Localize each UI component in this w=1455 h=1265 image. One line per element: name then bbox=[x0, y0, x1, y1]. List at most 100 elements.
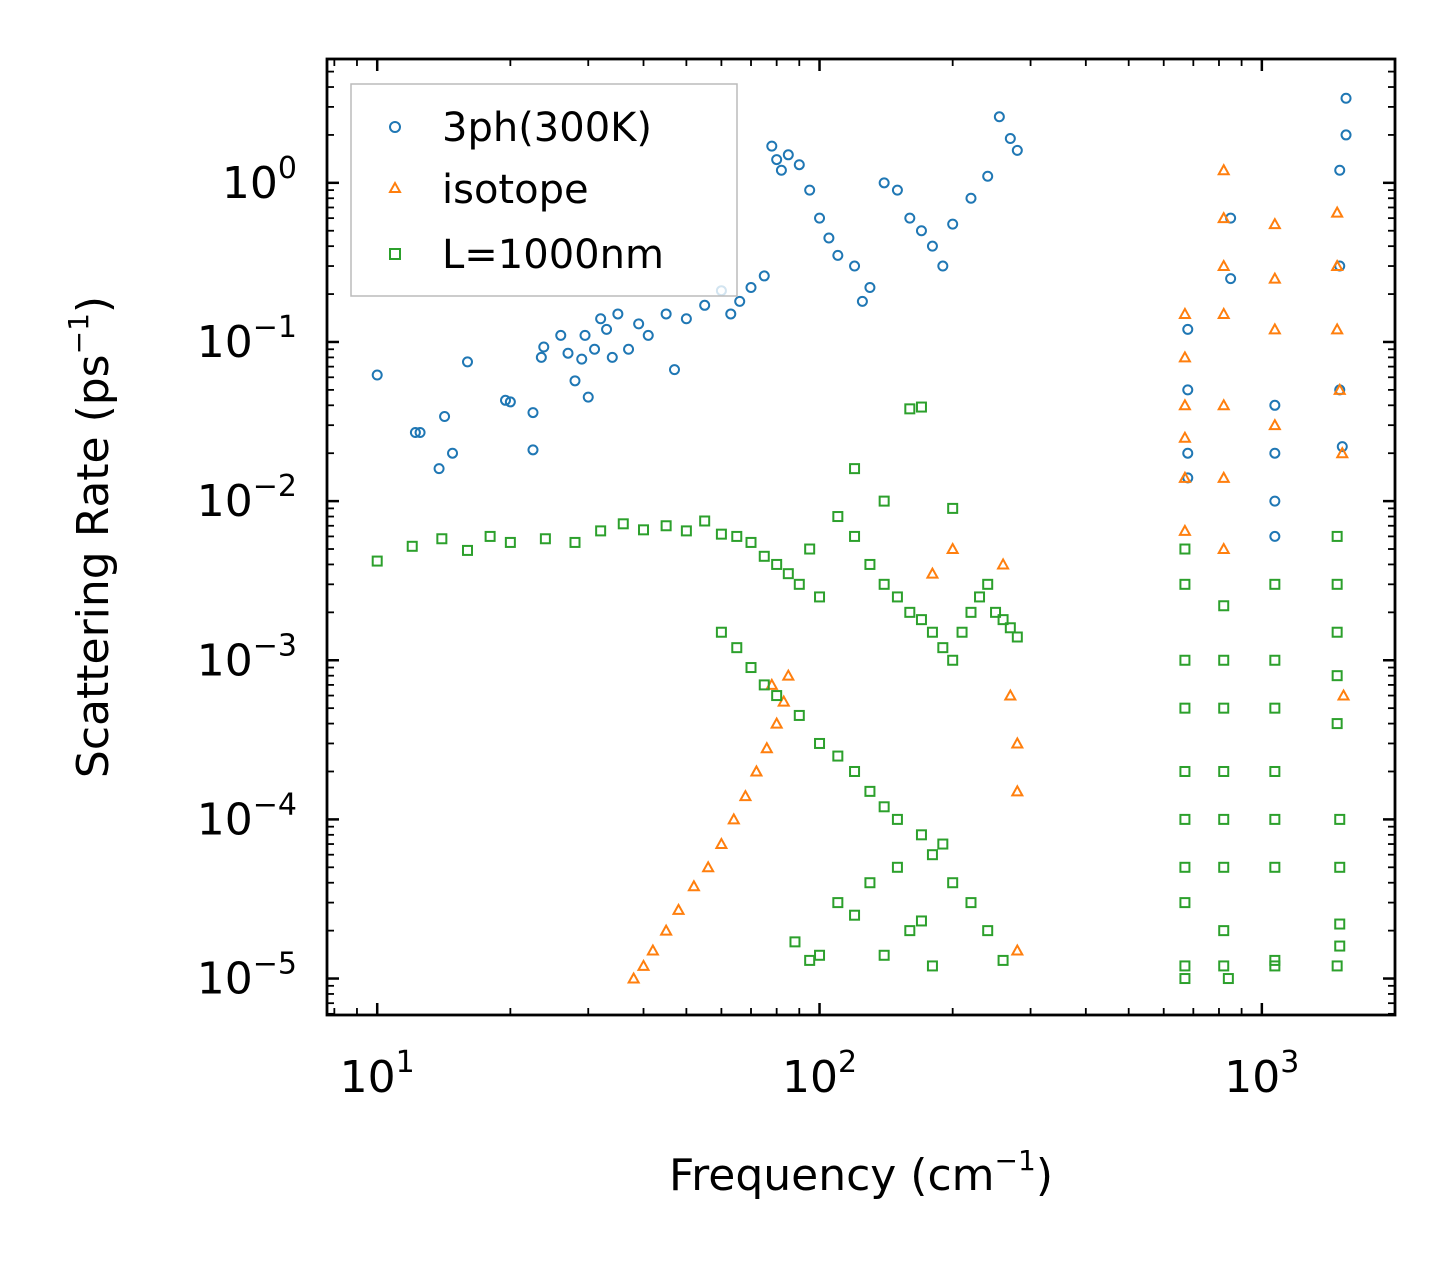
point-circle-0-7 bbox=[499, 394, 511, 406]
point-triangle-1-26 bbox=[1178, 430, 1192, 443]
point-square-2-36 bbox=[982, 578, 994, 590]
point-square-2-20 bbox=[793, 578, 805, 590]
point-square-2-48 bbox=[832, 750, 844, 762]
point-circle-0-2 bbox=[414, 426, 426, 438]
point-circle-0-57 bbox=[993, 111, 1005, 123]
point-circle-0-51 bbox=[915, 225, 927, 237]
point-circle-0-34 bbox=[745, 281, 757, 293]
point-circle-0-14 bbox=[562, 347, 574, 359]
point-square-2-84 bbox=[1179, 960, 1191, 972]
point-square-2-52 bbox=[891, 813, 903, 825]
point-circle-0-16 bbox=[576, 353, 588, 365]
point-square-2-2 bbox=[436, 533, 448, 545]
point-square-2-67 bbox=[904, 925, 916, 937]
point-triangle-1-1 bbox=[636, 958, 651, 971]
y-tick-label-1: 10−1 bbox=[197, 310, 297, 368]
point-triangle-1-39 bbox=[1268, 418, 1282, 431]
legend-label-3ph: 3ph(300K) bbox=[442, 105, 652, 151]
point-square-2-98 bbox=[1269, 765, 1281, 777]
point-square-2-37 bbox=[990, 606, 1002, 618]
point-circle-0-56 bbox=[982, 170, 994, 182]
point-square-2-86 bbox=[1218, 600, 1230, 612]
point-square-2-16 bbox=[745, 536, 757, 548]
point-square-2-42 bbox=[731, 642, 743, 654]
x-tick-label-2: 103 bbox=[1224, 1045, 1299, 1103]
point-triangle-1-13 bbox=[777, 694, 791, 707]
point-square-2-72 bbox=[904, 403, 916, 415]
point-triangle-1-38 bbox=[1268, 322, 1282, 335]
point-square-2-95 bbox=[1269, 578, 1281, 590]
x-tick-label-0: 101 bbox=[340, 1045, 415, 1103]
point-circle-0-36 bbox=[766, 140, 778, 152]
point-square-2-81 bbox=[1179, 813, 1191, 825]
point-square-2-80 bbox=[1179, 765, 1191, 777]
plot-frame bbox=[325, 57, 1397, 1017]
point-square-2-83 bbox=[1179, 897, 1191, 909]
point-circle-0-33 bbox=[734, 295, 746, 307]
legend: 3ph(300K) isotope L=1000nm bbox=[350, 83, 738, 297]
point-square-2-105 bbox=[1331, 626, 1343, 638]
point-triangle-1-5 bbox=[687, 879, 701, 892]
point-triangle-1-33 bbox=[1217, 398, 1231, 411]
point-square-2-75 bbox=[947, 502, 959, 514]
point-circle-0-62 bbox=[1182, 447, 1194, 459]
point-triangle-1-8 bbox=[727, 812, 741, 825]
y-tick-label-5: 10−5 bbox=[197, 947, 297, 1005]
point-circle-0-20 bbox=[595, 313, 607, 325]
point-square-2-17 bbox=[758, 550, 770, 562]
point-square-2-53 bbox=[915, 829, 927, 841]
point-square-2-89 bbox=[1218, 765, 1230, 777]
point-triangle-1-42 bbox=[1330, 322, 1344, 335]
point-circle-0-60 bbox=[1182, 323, 1194, 335]
point-square-2-33 bbox=[956, 626, 968, 638]
point-square-2-91 bbox=[1218, 861, 1230, 873]
point-square-2-11 bbox=[660, 520, 672, 532]
legend-box bbox=[350, 83, 738, 297]
point-triangle-1-12 bbox=[769, 716, 784, 729]
point-triangle-1-40 bbox=[1330, 205, 1344, 218]
point-circle-0-58 bbox=[1004, 132, 1016, 144]
point-square-2-24 bbox=[849, 530, 861, 542]
point-square-2-65 bbox=[878, 949, 890, 961]
point-square-2-112 bbox=[1331, 960, 1343, 972]
point-circle-0-54 bbox=[947, 218, 959, 230]
point-circle-0-52 bbox=[926, 240, 938, 252]
point-triangle-1-7 bbox=[714, 836, 729, 850]
point-square-2-90 bbox=[1218, 813, 1230, 825]
y-tick-label-3: 10−3 bbox=[197, 628, 297, 686]
point-triangle-1-24 bbox=[1178, 350, 1192, 363]
point-square-2-22 bbox=[814, 591, 826, 603]
point-square-2-106 bbox=[1331, 670, 1343, 682]
point-square-2-28 bbox=[904, 606, 916, 618]
point-circle-0-72 bbox=[1340, 129, 1352, 141]
point-circle-0-49 bbox=[891, 184, 903, 196]
point-square-2-87 bbox=[1218, 654, 1230, 666]
point-circle-0-46 bbox=[856, 295, 868, 307]
point-circle-0-9 bbox=[527, 407, 539, 419]
point-square-2-4 bbox=[484, 530, 496, 542]
data-marks bbox=[371, 92, 1352, 985]
point-square-2-7 bbox=[569, 536, 581, 548]
point-square-2-15 bbox=[731, 530, 743, 542]
point-square-2-25 bbox=[864, 558, 876, 570]
point-circle-0-61 bbox=[1182, 384, 1194, 396]
point-square-2-107 bbox=[1331, 718, 1343, 730]
point-circle-0-35 bbox=[758, 270, 770, 282]
point-triangle-1-36 bbox=[1268, 217, 1282, 230]
point-triangle-1-11 bbox=[760, 741, 774, 754]
point-circle-0-10 bbox=[527, 444, 539, 456]
point-square-2-62 bbox=[832, 897, 844, 909]
point-triangle-1-3 bbox=[659, 923, 673, 936]
point-square-2-108 bbox=[1334, 813, 1346, 825]
point-square-2-0 bbox=[371, 555, 383, 567]
point-triangle-1-4 bbox=[671, 902, 686, 915]
point-square-2-101 bbox=[1269, 954, 1281, 966]
point-square-2-88 bbox=[1218, 702, 1230, 714]
point-triangle-1-18 bbox=[996, 557, 1010, 570]
point-circle-0-6 bbox=[461, 356, 473, 368]
point-square-2-8 bbox=[595, 525, 607, 537]
point-circle-0-48 bbox=[878, 177, 890, 189]
point-circle-0-67 bbox=[1269, 447, 1281, 459]
point-square-2-57 bbox=[982, 925, 994, 937]
